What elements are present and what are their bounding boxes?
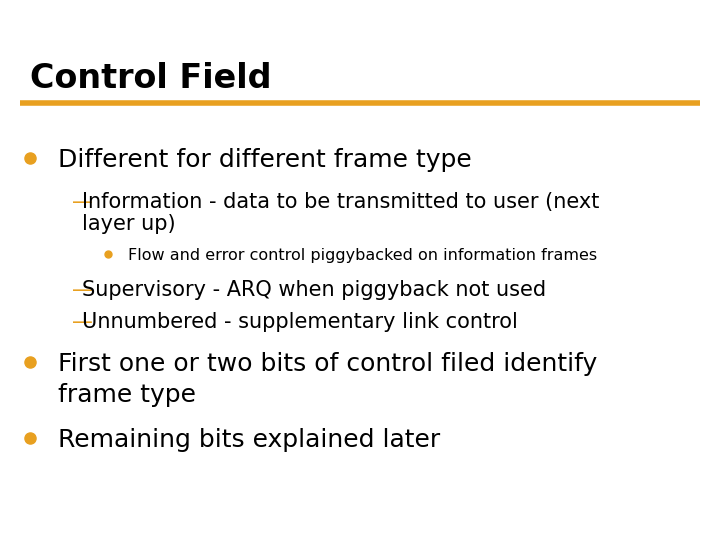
Text: —: — xyxy=(72,312,93,332)
Text: layer up): layer up) xyxy=(82,214,176,234)
Text: —: — xyxy=(72,192,93,212)
Text: Supervisory - ARQ when piggyback not used: Supervisory - ARQ when piggyback not use… xyxy=(82,280,546,300)
Text: Unnumbered - supplementary link control: Unnumbered - supplementary link control xyxy=(82,312,518,332)
Text: Remaining bits explained later: Remaining bits explained later xyxy=(58,428,440,452)
Text: Different for different frame type: Different for different frame type xyxy=(58,148,472,172)
Text: First one or two bits of control filed identify
frame type: First one or two bits of control filed i… xyxy=(58,352,598,407)
Text: Control Field: Control Field xyxy=(30,62,271,95)
Text: Information - data to be transmitted to user (next: Information - data to be transmitted to … xyxy=(82,192,599,212)
Text: —: — xyxy=(72,280,93,300)
Text: Flow and error control piggybacked on information frames: Flow and error control piggybacked on in… xyxy=(128,248,597,263)
